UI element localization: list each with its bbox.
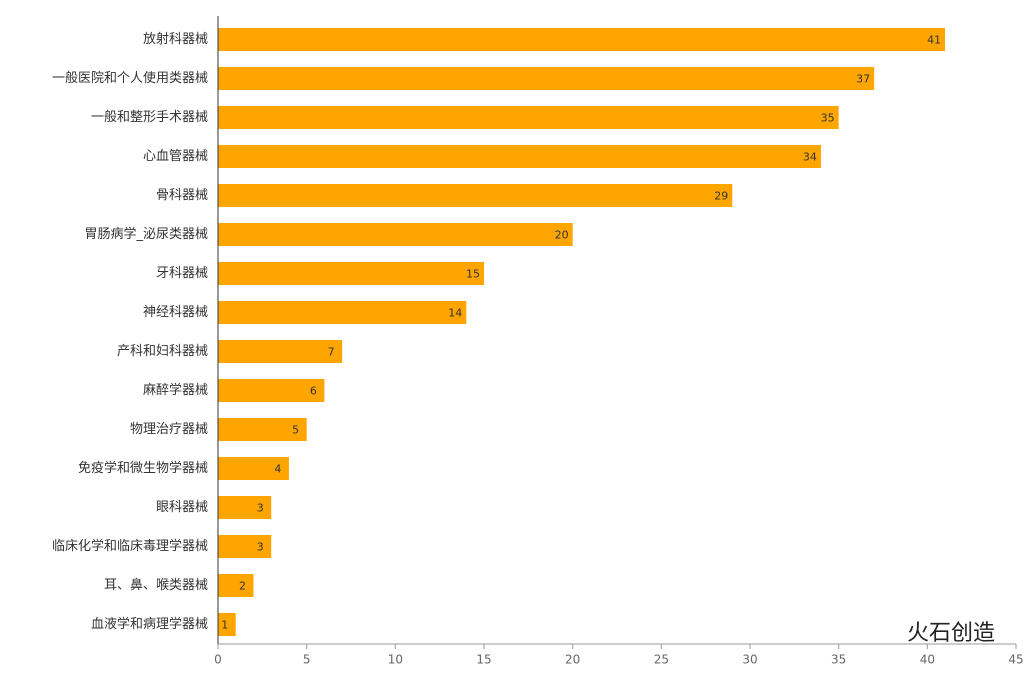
- x-tick-label: 20: [565, 653, 580, 667]
- y-tick-label: 眼科器械: [156, 500, 208, 515]
- bar: [218, 574, 254, 597]
- x-tick-label: 25: [654, 653, 669, 667]
- data-label: 20: [555, 229, 569, 242]
- bar: [218, 301, 467, 324]
- data-label: 2: [239, 580, 246, 593]
- x-tick-label: 30: [742, 653, 757, 667]
- y-tick-label: 临床化学和临床毒理学器械: [52, 538, 208, 554]
- y-tick-label: 产科和妇科器械: [117, 343, 208, 359]
- data-label: 34: [803, 151, 817, 164]
- bar: [218, 145, 821, 168]
- bar: [218, 106, 839, 129]
- data-label: 29: [714, 190, 728, 203]
- y-tick-label: 血液学和病理学器械: [91, 616, 208, 632]
- x-tick-label: 10: [388, 653, 403, 667]
- x-tick-label: 45: [1008, 653, 1023, 667]
- x-tick-label: 15: [476, 653, 491, 667]
- bar: [218, 184, 733, 207]
- data-label: 3: [257, 502, 264, 515]
- y-tick-label: 神经科器械: [143, 305, 208, 320]
- bar: [218, 613, 236, 636]
- y-tick-label: 心血管器械: [143, 149, 208, 164]
- data-label: 15: [466, 268, 480, 281]
- bar: [218, 457, 289, 480]
- bar: [218, 496, 272, 519]
- y-tick-label: 骨科器械: [156, 188, 208, 203]
- data-label: 37: [856, 73, 870, 86]
- data-label: 1: [221, 619, 228, 632]
- data-label: 3: [257, 541, 264, 554]
- bar: [218, 340, 343, 363]
- y-tick-label: 免疫学和微生物学器械: [78, 460, 208, 476]
- data-label: 41: [927, 34, 941, 47]
- x-tick-label: 40: [920, 653, 935, 667]
- y-tick-label: 一般医院和个人使用类器械: [52, 70, 208, 86]
- x-tick-label: 35: [831, 653, 846, 667]
- y-tick-label: 牙科器械: [156, 266, 208, 281]
- data-label: 5: [292, 424, 299, 437]
- data-label: 6: [310, 385, 317, 398]
- bar: [218, 28, 946, 51]
- bar: [218, 67, 875, 90]
- data-label: 14: [448, 307, 462, 320]
- y-tick-label: 一般和整形手术器械: [91, 109, 208, 125]
- data-label: 35: [821, 112, 835, 125]
- y-tick-label: 放射科器械: [143, 31, 208, 47]
- y-tick-label: 胃肠病学_泌尿类器械: [84, 226, 208, 242]
- watermark: 火石创造: [907, 621, 995, 646]
- y-tick-label: 耳、鼻、喉类器械: [104, 577, 208, 593]
- x-tick-label: 5: [303, 653, 311, 667]
- x-tick-label: 0: [214, 653, 222, 667]
- bar: [218, 418, 307, 441]
- bar: [218, 379, 325, 402]
- data-label: 4: [274, 463, 281, 476]
- bar: [218, 535, 272, 558]
- bar: [218, 262, 484, 285]
- bar: [218, 223, 573, 246]
- y-tick-label: 麻醉学器械: [143, 382, 208, 398]
- y-tick-label: 物理治疗器械: [130, 422, 208, 437]
- data-label: 7: [328, 346, 335, 359]
